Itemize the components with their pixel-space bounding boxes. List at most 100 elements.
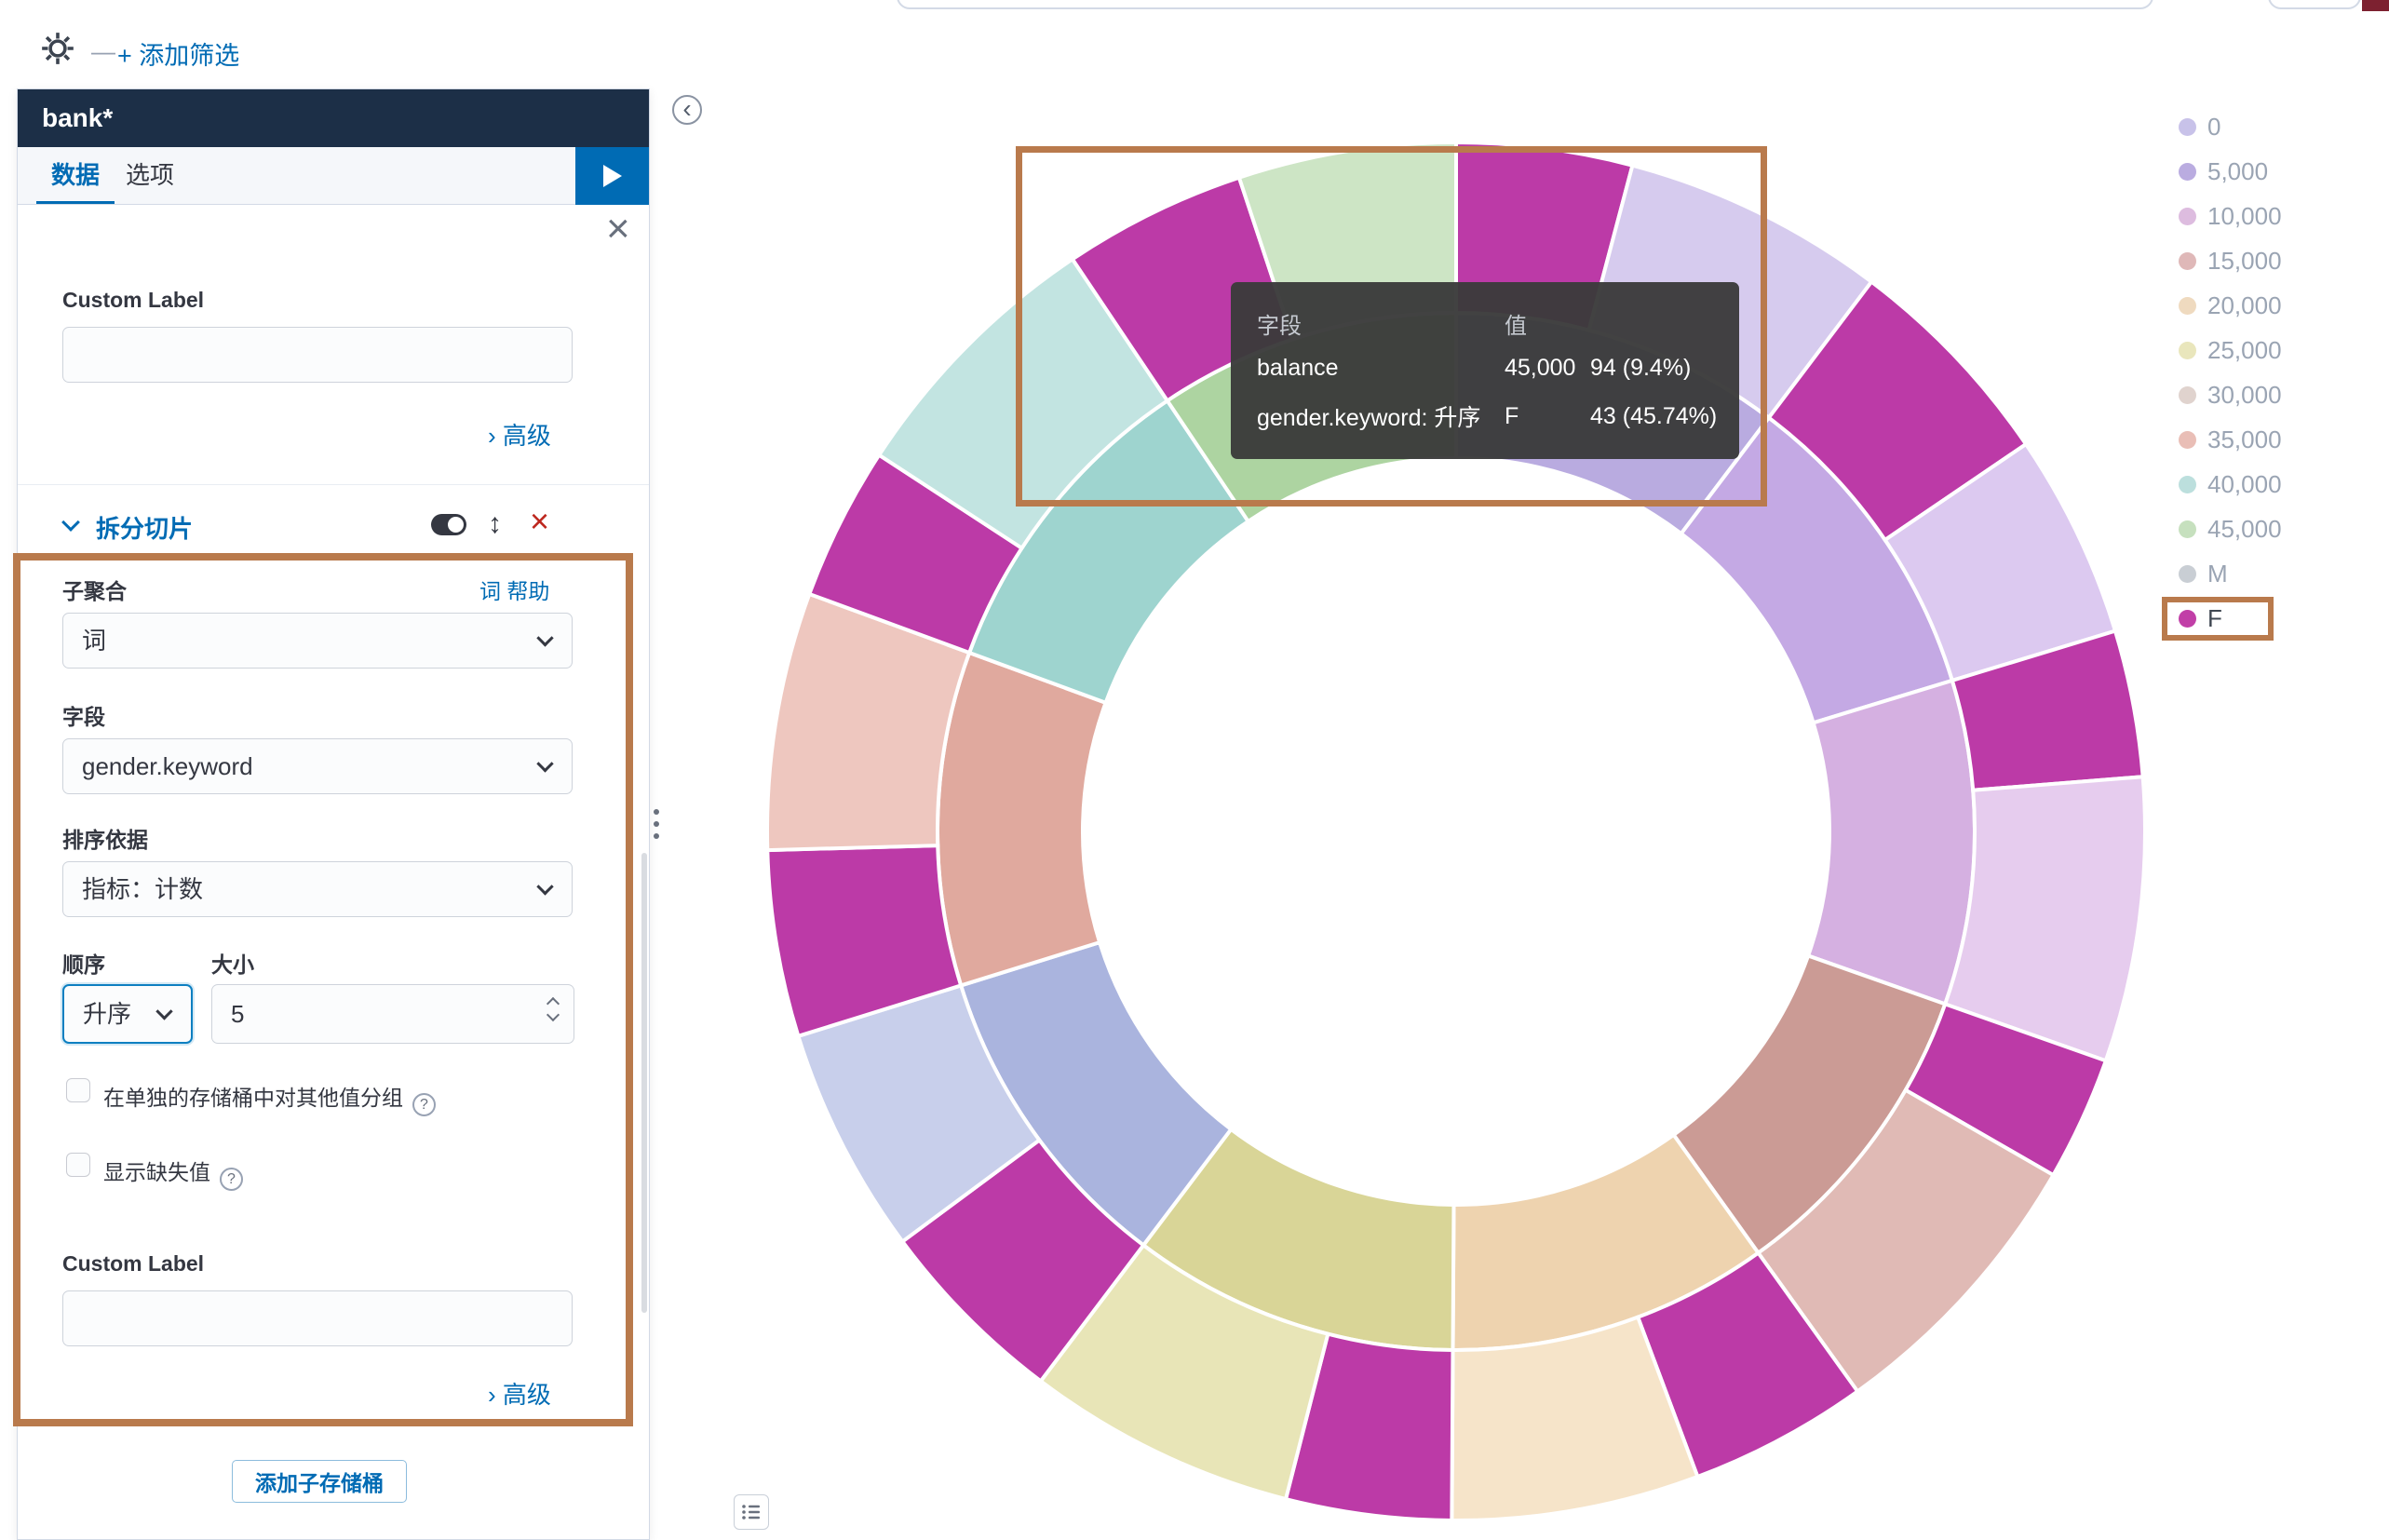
editor-tabbar: 数据 选项 (18, 147, 649, 205)
chart-tooltip: 字段 值 balance 45,000 94 (9.4%) gender.key… (1231, 282, 1739, 459)
panel-resize-handle[interactable] (654, 803, 659, 845)
field-select[interactable]: gender.keyword (62, 738, 573, 794)
metric-custom-label-input[interactable] (62, 327, 573, 383)
legend-dot-icon (2179, 296, 2196, 315)
order-label: 顺序 (62, 952, 105, 977)
chevron-down-icon (61, 513, 80, 532)
filter-settings-gear-icon[interactable] (39, 30, 76, 67)
legend-item-5,000[interactable]: 5,000 (2179, 149, 2282, 194)
size-label: 大小 (211, 952, 254, 977)
aggregation-enable-toggle[interactable] (431, 514, 466, 535)
number-stepper[interactable] (546, 996, 560, 1022)
legend-dot-icon (2179, 385, 2196, 404)
legend-label: 20,000 (2207, 290, 2282, 319)
inner-slice-balance-35,000[interactable] (936, 650, 1109, 988)
tooltip-row-label: gender.keyword: 升序 (1257, 405, 1481, 431)
legend-label: F (2207, 603, 2222, 632)
group-other-label: 在单独的存储桶中对其他值分组? (103, 1080, 436, 1116)
legend-item-30,000[interactable]: 30,000 (2179, 372, 2282, 417)
tooltip-col-field: 字段 (1257, 313, 1302, 339)
bucket-custom-label-label: Custom Label (62, 1251, 205, 1276)
legend-dot-icon (2179, 609, 2196, 628)
field-label: 字段 (62, 705, 105, 729)
metric-custom-label-label: Custom Label (62, 288, 205, 312)
remove-aggregation-icon[interactable]: × (530, 502, 550, 540)
query-bar-fragment (897, 0, 2153, 9)
apply-changes-button[interactable] (575, 147, 649, 205)
legend-label: 15,000 (2207, 246, 2282, 275)
sub-agg-select[interactable]: 词 (62, 613, 573, 669)
tab-options[interactable]: 选项 (126, 161, 175, 189)
chevron-down-icon (155, 1003, 173, 1020)
legend-dot-icon (2179, 564, 2196, 583)
legend-item-F[interactable]: F (2179, 596, 2282, 641)
legend-dot-icon (2179, 475, 2196, 493)
group-other-checkbox[interactable] (66, 1078, 90, 1102)
tooltip-row-value: F (1505, 402, 1519, 429)
filter-separator: — (91, 37, 115, 65)
play-icon (603, 165, 622, 187)
legend-item-0[interactable]: 0 (2179, 104, 2282, 149)
metric-advanced-link[interactable]: › 高级 (488, 422, 551, 450)
help-icon[interactable]: ? (220, 1168, 243, 1191)
show-missing-checkbox[interactable] (66, 1153, 90, 1177)
legend-toggle-button[interactable] (734, 1494, 769, 1530)
chevron-down-icon (536, 878, 554, 896)
size-input[interactable] (211, 984, 574, 1044)
tooltip-row-value: 45,000 (1505, 354, 1576, 381)
close-icon[interactable]: × (606, 206, 630, 251)
add-filter-link[interactable]: + 添加筛选 (117, 42, 240, 70)
legend-label: 5,000 (2207, 156, 2269, 185)
legend-item-M[interactable]: M (2179, 551, 2282, 596)
update-button-fragment (2362, 0, 2389, 11)
legend-dot-icon (2179, 117, 2196, 136)
tooltip-row-count: 94 (9.4%) (1590, 354, 1692, 381)
chevron-down-icon (536, 755, 554, 773)
tab-data[interactable]: 数据 (36, 147, 115, 204)
order-by-select[interactable]: 指标：计数 (62, 861, 573, 917)
legend-dot-icon (2179, 207, 2196, 225)
legend-dot-icon (2179, 162, 2196, 181)
legend-label: M (2207, 559, 2228, 588)
collapse-sidebar-button[interactable]: ‹ (672, 95, 702, 125)
legend-label: 10,000 (2207, 201, 2282, 230)
legend-item-40,000[interactable]: 40,000 (2179, 462, 2282, 507)
legend-item-35,000[interactable]: 35,000 (2179, 417, 2282, 462)
split-slices-section-title[interactable]: 拆分切片 (96, 515, 194, 543)
list-icon (742, 1505, 760, 1520)
legend-label: 30,000 (2207, 380, 2282, 409)
legend-item-10,000[interactable]: 10,000 (2179, 194, 2282, 238)
order-by-label: 排序依据 (62, 828, 148, 852)
index-pattern-title: bank* (18, 89, 649, 147)
stepper-down-icon (546, 1007, 560, 1022)
sunburst-donut-chart (765, 140, 2147, 1523)
show-missing-label: 显示缺失值? (103, 1155, 243, 1191)
move-aggregation-icon[interactable]: ↕ (488, 508, 502, 539)
sub-agg-help-link[interactable]: 词 帮助 (479, 579, 550, 603)
chart-legend: 0 5,000 10,000 15,000 20,000 25,000 30,000 35,0… (2179, 104, 2282, 641)
sidebar-scrollbar[interactable] (641, 853, 647, 1313)
legend-label: 0 (2207, 112, 2221, 141)
sub-agg-label: 子聚合 (62, 579, 127, 603)
visualization-editor-panel: bank* 数据 选项 × Custom Label › 高级 拆分切片 ↕ ×… (17, 88, 650, 1540)
legend-dot-icon (2179, 520, 2196, 538)
legend-item-20,000[interactable]: 20,000 (2179, 283, 2282, 328)
bucket-advanced-link[interactable]: › 高级 (488, 1381, 551, 1409)
add-sub-bucket-button[interactable]: 添加子存储桶 (232, 1460, 407, 1503)
section-divider (18, 484, 649, 485)
order-select[interactable]: 升序 (62, 984, 193, 1044)
tooltip-row-label: balance (1257, 354, 1339, 381)
legend-item-25,000[interactable]: 25,000 (2179, 328, 2282, 372)
bucket-custom-label-input[interactable] (62, 1290, 573, 1346)
tooltip-col-value: 值 (1505, 313, 1527, 339)
inner-slice-balance-10,000[interactable] (1805, 678, 1977, 1006)
chevron-down-icon (536, 629, 554, 647)
legend-label: 25,000 (2207, 335, 2282, 364)
help-icon[interactable]: ? (412, 1093, 436, 1116)
tooltip-row-count: 43 (45.74%) (1590, 402, 1718, 429)
legend-dot-icon (2179, 341, 2196, 359)
legend-label: 40,000 (2207, 469, 2282, 498)
legend-item-45,000[interactable]: 45,000 (2179, 507, 2282, 551)
legend-item-15,000[interactable]: 15,000 (2179, 238, 2282, 283)
